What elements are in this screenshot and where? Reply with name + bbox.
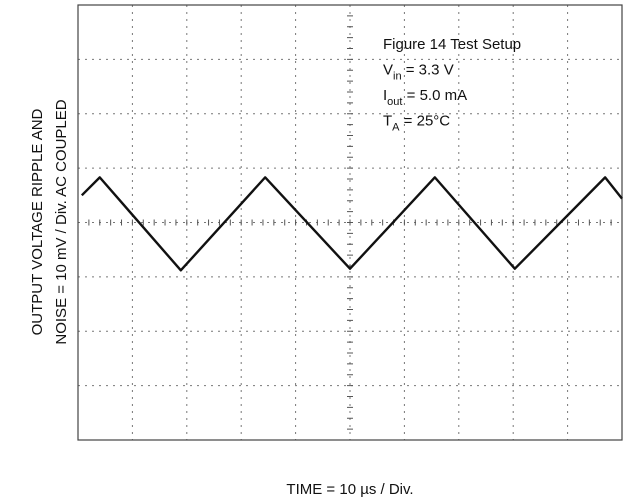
annotation-part: = 5.0 mA (402, 87, 467, 104)
annotation-part: = 3.3 V (402, 61, 454, 78)
y-axis-label: OUTPUT VOLTAGE RIPPLE AND (29, 108, 46, 335)
trace (80, 176, 623, 272)
annotation: Iout = 5.0 mA (383, 87, 467, 108)
annotation: Vin = 3.3 V (383, 61, 454, 82)
annotation: Figure 14 Test Setup (383, 36, 521, 53)
annotation: TA = 25°C (383, 112, 450, 133)
y-axis-label: NOISE = 10 mV / Div. AC COUPLED (53, 99, 70, 344)
annotation-part: V (383, 61, 393, 78)
annotation-part: in (393, 70, 402, 82)
plot-frame (77, 4, 623, 441)
annotation-part: T (383, 112, 392, 129)
x-axis-label: TIME = 10 µs / Div. (286, 481, 413, 498)
annotation-part: I (383, 87, 387, 104)
annotation-part: A (392, 121, 400, 133)
annotation-part: Figure 14 Test Setup (383, 36, 521, 53)
annotation-part: = 25°C (400, 112, 451, 129)
annotation-part: out (387, 96, 402, 108)
